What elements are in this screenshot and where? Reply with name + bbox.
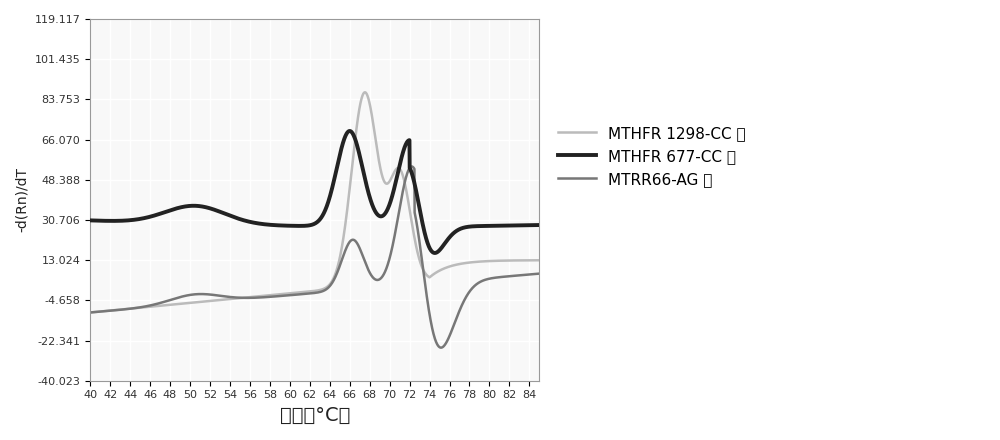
Line: MTHFR 1298-CC 型: MTHFR 1298-CC 型 bbox=[90, 92, 539, 312]
MTRR66-AG 型 bbox=[291, 292, 303, 297]
MTHFR 677-CC 型 bbox=[429, 250, 441, 256]
Line: MTHFR 677-CC 型: MTHFR 677-CC 型 bbox=[90, 131, 539, 253]
MTRR66-AG 型 bbox=[435, 345, 447, 350]
MTHFR 677-CC 型 bbox=[303, 223, 315, 228]
MTHFR 1298-CC 型 bbox=[533, 258, 545, 263]
MTHFR 677-CC 型 bbox=[84, 218, 96, 223]
MTHFR 677-CC 型 bbox=[533, 222, 545, 227]
MTRR66-AG 型 bbox=[438, 343, 450, 348]
MTHFR 677-CC 型 bbox=[107, 218, 119, 224]
MTHFR 1298-CC 型 bbox=[359, 90, 371, 95]
MTRR66-AG 型 bbox=[303, 291, 315, 296]
MTHFR 1298-CC 型 bbox=[521, 258, 533, 263]
MTHFR 677-CC 型 bbox=[521, 223, 533, 228]
MTHFR 677-CC 型 bbox=[344, 128, 356, 134]
MTHFR 1298-CC 型 bbox=[107, 308, 119, 313]
MTRR66-AG 型 bbox=[533, 271, 545, 276]
MTHFR 1298-CC 型 bbox=[84, 310, 96, 315]
X-axis label: 温度（°C）: 温度（°C） bbox=[280, 406, 350, 425]
Legend: MTHFR 1298-CC 型, MTHFR 677-CC 型, MTRR66-AG 型: MTHFR 1298-CC 型, MTHFR 677-CC 型, MTRR66-… bbox=[551, 120, 752, 193]
MTHFR 1298-CC 型 bbox=[303, 289, 315, 294]
MTRR66-AG 型 bbox=[107, 308, 119, 313]
MTHFR 1298-CC 型 bbox=[291, 290, 303, 295]
MTRR66-AG 型 bbox=[406, 164, 418, 169]
Y-axis label: -d(Rn)/dT: -d(Rn)/dT bbox=[15, 167, 29, 232]
Line: MTRR66-AG 型: MTRR66-AG 型 bbox=[90, 166, 539, 348]
MTRR66-AG 型 bbox=[521, 272, 533, 277]
MTHFR 1298-CC 型 bbox=[438, 266, 450, 271]
MTHFR 1298-CC 型 bbox=[520, 258, 532, 263]
MTRR66-AG 型 bbox=[521, 272, 533, 277]
MTHFR 677-CC 型 bbox=[438, 242, 450, 247]
MTHFR 677-CC 型 bbox=[521, 223, 533, 228]
MTRR66-AG 型 bbox=[84, 310, 96, 315]
MTHFR 677-CC 型 bbox=[291, 223, 303, 228]
